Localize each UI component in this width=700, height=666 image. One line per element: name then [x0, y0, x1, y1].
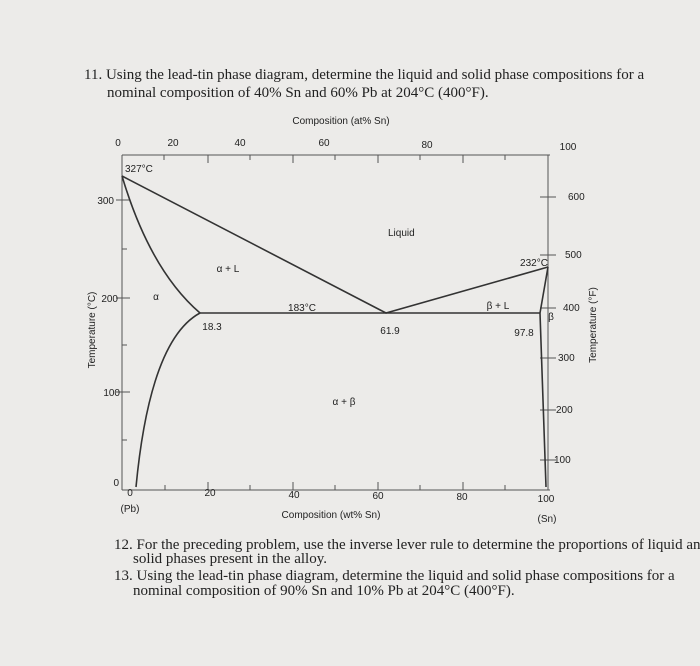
region-label: α + β	[333, 397, 356, 408]
region-label: 327°C	[125, 164, 153, 175]
tick-marks	[540, 196, 556, 461]
tick-label: 100	[560, 142, 577, 153]
tick-marks	[121, 482, 549, 490]
region-label: β + L	[487, 301, 510, 312]
tick-label: 300	[97, 196, 114, 207]
tick-label: 60	[372, 491, 384, 502]
region-label: α + L	[217, 264, 240, 275]
axis-title: Composition (at% Sn)	[292, 116, 389, 127]
tick-label: 600	[568, 192, 585, 203]
solidus	[121, 175, 201, 314]
tick-label: 100	[538, 494, 555, 505]
solvus	[135, 312, 201, 488]
axis-title: Temperature (°C)	[87, 292, 98, 369]
tick-label: 300	[558, 353, 575, 364]
region-label: 183°C	[288, 303, 316, 314]
question-text: 13. Using the lead-tin phase diagram, de…	[114, 568, 675, 584]
region-label: α	[153, 292, 159, 303]
region-label: 18.3	[202, 322, 222, 333]
axis-end-label: (Pb)	[121, 504, 140, 515]
tick-label: 80	[421, 140, 433, 151]
region-label: 61.9	[380, 326, 400, 337]
tick-label: 200	[556, 405, 573, 416]
axis-end-label: (Sn)	[538, 514, 557, 525]
tick-label: 20	[167, 138, 179, 149]
tick-label: 40	[234, 138, 246, 149]
beta-boundary	[539, 266, 549, 488]
phase-diagram: Composition (at% Sn) 0 20 40 60 80 100 T…	[87, 116, 599, 525]
region-label: Liquid	[388, 228, 415, 239]
axis-title: Temperature (°F)	[588, 287, 599, 363]
question-text: solid phases present in the alloy.	[133, 551, 327, 567]
region-label: β	[548, 312, 554, 323]
region-label: 97.8	[514, 328, 534, 339]
tick-label: 0	[113, 478, 119, 489]
question-text: nominal composition of 90% Sn and 10% Pb…	[133, 583, 515, 599]
question-text: 12. For the preceding problem, use the i…	[114, 537, 700, 553]
tick-label: 40	[288, 490, 300, 501]
region-label: 232°C	[520, 258, 548, 269]
axis-title: Composition (wt% Sn)	[282, 510, 381, 521]
tick-label: 200	[101, 294, 118, 305]
tick-label: 400	[563, 303, 580, 314]
tick-label: 80	[456, 492, 468, 503]
tick-label: 100	[554, 455, 571, 466]
tick-label: 100	[103, 388, 120, 399]
tick-label: 500	[565, 250, 582, 261]
tick-label: 20	[204, 488, 216, 499]
tick-label: 0	[127, 488, 133, 499]
tick-marks	[116, 199, 130, 441]
tick-marks	[121, 155, 549, 163]
question-text: 11. Using the lead-tin phase diagram, de…	[84, 67, 644, 83]
question-text: nominal composition of 40% Sn and 60% Pb…	[107, 85, 489, 101]
tick-label: 0	[115, 138, 121, 149]
tick-label: 60	[318, 138, 330, 149]
